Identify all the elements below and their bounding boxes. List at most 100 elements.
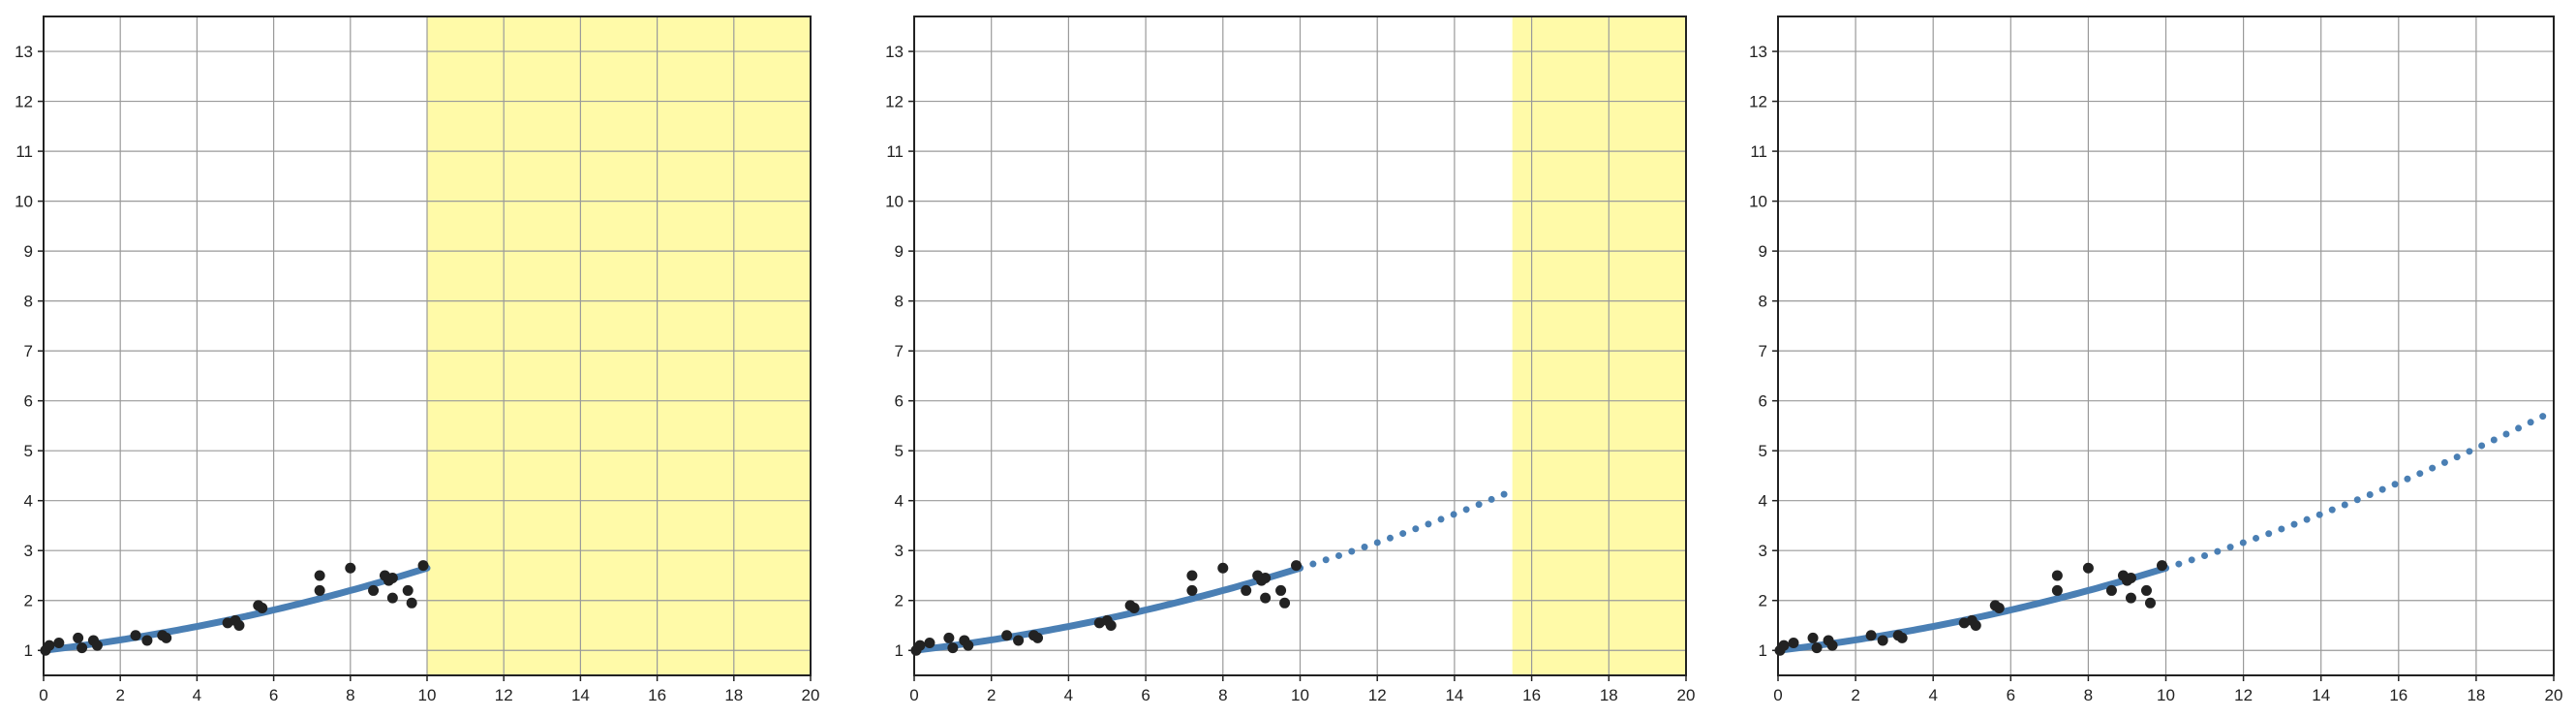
fit-curve-extrapolated: [2162, 407, 2558, 572]
data-point: [947, 642, 959, 654]
y-tick-label: 12: [885, 93, 904, 111]
x-tick-label: 0: [909, 686, 918, 704]
y-tick-label: 13: [15, 43, 33, 61]
data-point: [1279, 597, 1291, 609]
y-tick-label: 1: [1759, 641, 1767, 660]
y-tick-label: 2: [24, 592, 33, 610]
x-tick-label: 4: [1064, 686, 1073, 704]
y-tick-label: 5: [24, 442, 33, 460]
data-point: [314, 584, 325, 596]
y-tick-label: 10: [15, 193, 33, 211]
data-point: [1128, 602, 1140, 613]
x-tick-label: 12: [2234, 686, 2253, 704]
y-tick-label: 9: [895, 242, 904, 261]
data-point: [1788, 638, 1799, 649]
data-point: [1260, 573, 1272, 584]
y-tick-label: 5: [895, 442, 904, 460]
y-tick-label: 3: [24, 542, 33, 560]
y-tick-label: 8: [895, 293, 904, 311]
x-tick-label: 8: [2084, 686, 2093, 704]
data-point: [257, 602, 268, 613]
data-point: [1032, 632, 1044, 643]
x-tick-label: 0: [39, 686, 47, 704]
y-tick-label: 3: [895, 542, 904, 560]
data-point: [345, 562, 356, 574]
x-tick-label: 6: [2007, 686, 2015, 704]
x-tick-label: 18: [2467, 686, 2485, 704]
y-tick-label: 1: [895, 641, 904, 660]
y-tick-label: 11: [15, 142, 33, 161]
data-point: [2051, 584, 2063, 596]
fit-curve-extrapolated: [1297, 487, 1517, 572]
y-tick-label: 13: [885, 43, 904, 61]
x-tick-label: 8: [1218, 686, 1227, 704]
x-tick-label: 2: [115, 686, 124, 704]
data-point: [1260, 592, 1272, 604]
x-tick-label: 16: [1522, 686, 1541, 704]
data-point: [1826, 640, 1838, 651]
data-point: [1241, 584, 1252, 596]
data-point: [1970, 619, 1981, 631]
data-point: [130, 630, 141, 641]
data-point: [314, 570, 325, 581]
data-point: [44, 640, 55, 651]
data-point: [1865, 630, 1877, 641]
y-tick-label: 3: [1759, 542, 1767, 560]
highlight-region: [427, 16, 811, 675]
data-point: [368, 584, 380, 596]
data-point: [2082, 562, 2094, 574]
x-tick-label: 4: [1928, 686, 1937, 704]
y-tick-label: 7: [895, 342, 904, 360]
y-tick-label: 4: [895, 492, 904, 511]
y-tick-label: 12: [15, 93, 33, 111]
data-point: [1186, 584, 1198, 596]
y-tick-label: 6: [24, 392, 33, 411]
data-point: [2125, 592, 2136, 604]
x-tick-label: 10: [2157, 686, 2175, 704]
y-tick-label: 9: [1759, 242, 1767, 261]
x-tick-label: 0: [1773, 686, 1782, 704]
y-tick-label: 2: [1759, 592, 1767, 610]
y-tick-label: 9: [24, 242, 33, 261]
y-tick-label: 8: [24, 293, 33, 311]
data-point: [1811, 642, 1823, 654]
x-tick-label: 14: [571, 686, 590, 704]
data-point: [1896, 632, 1908, 643]
x-tick-label: 20: [1677, 686, 1696, 704]
y-tick-label: 5: [1759, 442, 1767, 460]
data-point: [233, 619, 245, 631]
x-tick-label: 14: [2312, 686, 2330, 704]
y-tick-label: 6: [895, 392, 904, 411]
x-tick-label: 20: [802, 686, 820, 704]
y-tick-label: 11: [1750, 142, 1767, 161]
data-point: [1877, 635, 1888, 646]
data-point: [1275, 584, 1287, 596]
x-tick-label: 2: [1851, 686, 1859, 704]
y-tick-label: 6: [1759, 392, 1767, 411]
data-point: [2140, 584, 2152, 596]
y-tick-label: 7: [1759, 342, 1767, 360]
data-point: [53, 638, 65, 649]
data-point: [91, 640, 103, 651]
x-tick-label: 16: [2389, 686, 2407, 704]
x-tick-label: 12: [495, 686, 513, 704]
x-tick-label: 4: [193, 686, 201, 704]
data-point: [963, 640, 974, 651]
y-tick-label: 11: [886, 142, 904, 161]
data-point: [386, 592, 398, 604]
data-point: [1291, 560, 1303, 572]
data-point: [1993, 602, 2005, 613]
highlight-region: [1512, 16, 1686, 675]
data-point: [1013, 635, 1025, 646]
y-tick-label: 12: [1749, 93, 1767, 111]
x-tick-label: 12: [1368, 686, 1387, 704]
data-point: [943, 632, 955, 643]
data-point: [1105, 619, 1117, 631]
x-tick-label: 6: [1141, 686, 1150, 704]
data-point: [161, 632, 172, 643]
data-point: [77, 642, 88, 654]
x-tick-label: 6: [269, 686, 278, 704]
data-point: [2105, 584, 2117, 596]
